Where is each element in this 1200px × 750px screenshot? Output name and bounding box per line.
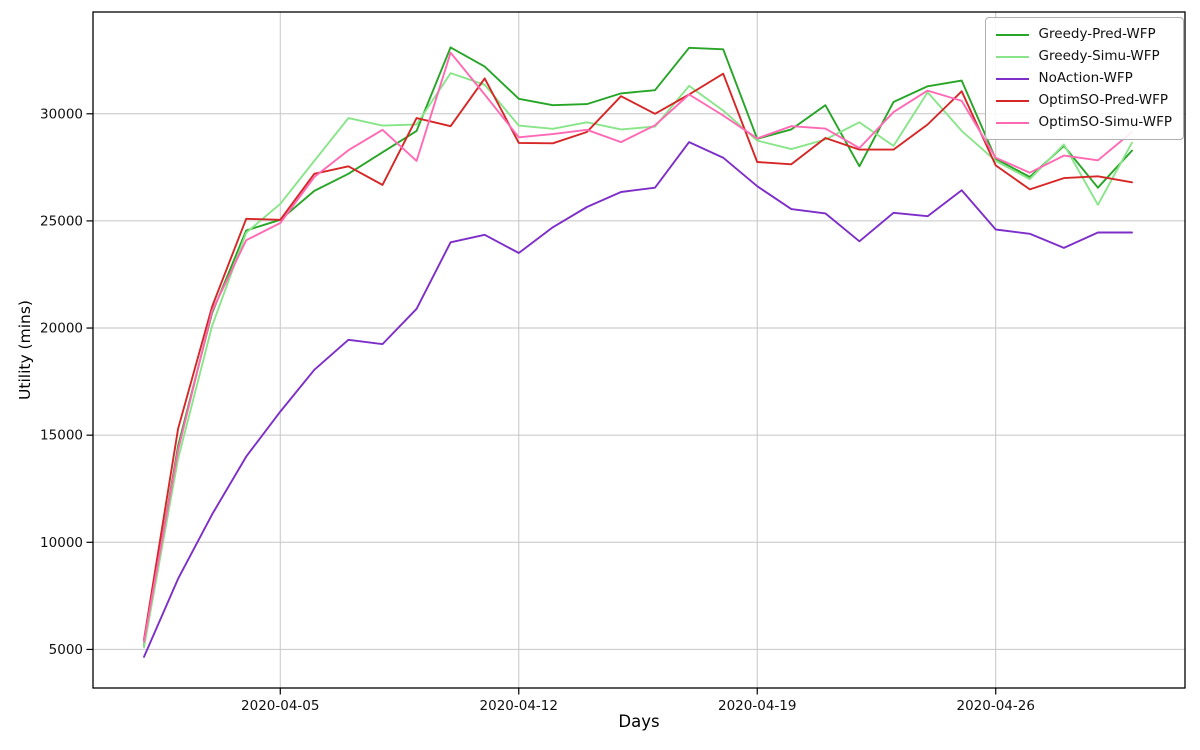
legend-item-OptimSO-Simu-WFP: OptimSO-Simu-WFP bbox=[995, 114, 1172, 131]
y-tick-label: 25000 bbox=[40, 213, 83, 229]
legend-item-OptimSO-Pred-WFP: OptimSO-Pred-WFP bbox=[995, 92, 1172, 109]
series-line-NoAction-WFP bbox=[143, 141, 1133, 658]
legend-swatch bbox=[995, 33, 1029, 36]
y-tick-label: 10000 bbox=[40, 535, 83, 551]
x-tick-label: 2020-04-12 bbox=[480, 698, 558, 714]
x-tick-label: 2020-04-19 bbox=[718, 698, 796, 714]
legend-item-Greedy-Simu-WFP: Greedy-Simu-WFP bbox=[995, 48, 1172, 65]
series-line-OptimSO-Pred-WFP bbox=[143, 72, 1133, 641]
legend-item-Greedy-Pred-WFP: Greedy-Pred-WFP bbox=[995, 26, 1172, 43]
legend-label: OptimSO-Simu-WFP bbox=[1038, 114, 1172, 130]
y-tick-label: 15000 bbox=[40, 428, 83, 444]
legend-label: NoAction-WFP bbox=[1038, 70, 1133, 86]
axes-border bbox=[92, 11, 1186, 689]
y-tick-label: 20000 bbox=[40, 321, 83, 337]
x-axis-label: Days bbox=[618, 712, 660, 731]
series-line-Greedy-Pred-WFP bbox=[143, 46, 1133, 647]
legend-item-NoAction-WFP: NoAction-WFP bbox=[995, 70, 1172, 87]
x-tick-label: 2020-04-26 bbox=[956, 698, 1034, 714]
legend-label: Greedy-Pred-WFP bbox=[1038, 26, 1156, 42]
legend-swatch bbox=[995, 77, 1029, 80]
series-line-Greedy-Simu-WFP bbox=[143, 72, 1133, 649]
legend-swatch bbox=[995, 121, 1029, 124]
legend-swatch bbox=[995, 99, 1029, 102]
legend: Greedy-Pred-WFP Greedy-Simu-WFP NoAction-W… bbox=[984, 17, 1184, 140]
y-tick-label: 5000 bbox=[49, 642, 83, 658]
legend-label: Greedy-Simu-WFP bbox=[1038, 48, 1160, 64]
y-tick-label: 30000 bbox=[40, 106, 83, 122]
legend-label: OptimSO-Pred-WFP bbox=[1038, 92, 1168, 108]
x-tick-label: 2020-04-05 bbox=[241, 698, 319, 714]
y-axis-label: Utility (mins) bbox=[16, 300, 34, 400]
series-line-OptimSO-Simu-WFP bbox=[143, 51, 1133, 643]
legend-swatch bbox=[995, 55, 1029, 58]
